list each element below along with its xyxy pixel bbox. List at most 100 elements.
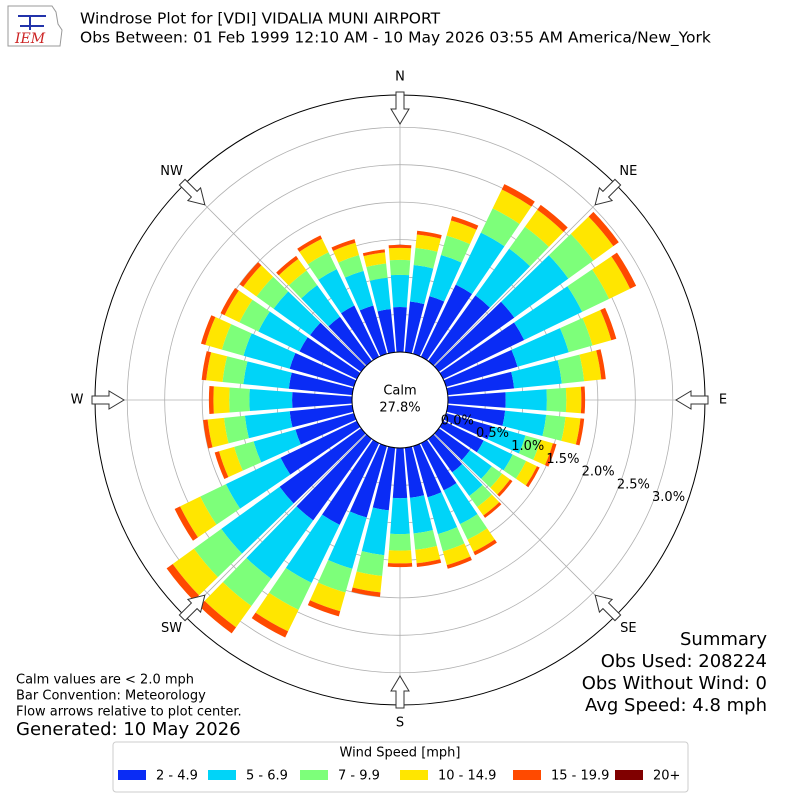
chart-subtitle: Obs Between: 01 Feb 1999 12:10 AM - 10 M… <box>80 29 711 48</box>
flow-arrow <box>178 594 206 622</box>
flow-arrow <box>594 178 622 206</box>
bar-segment <box>467 528 495 552</box>
legend-label: 2 - 4.9 <box>156 769 198 784</box>
bar-segment <box>460 514 488 540</box>
bar-segment <box>205 317 232 350</box>
bar-segment <box>389 259 411 276</box>
bar-segment <box>243 265 274 297</box>
r-tick-label: 1.0% <box>511 439 544 454</box>
bar-segment <box>221 324 252 356</box>
grid-spoke <box>184 433 367 616</box>
bar-segment <box>481 466 503 488</box>
legend-label: 20+ <box>653 769 680 784</box>
r-tick-label: 0.5% <box>476 426 509 441</box>
bar-segment <box>439 322 525 380</box>
grid-spoke <box>433 184 616 367</box>
compass-label: S <box>396 716 404 731</box>
bar-segment <box>220 287 239 316</box>
bar-segment <box>201 351 212 381</box>
bar-segment <box>328 511 367 569</box>
bar-segment <box>611 252 637 289</box>
bar-segment <box>288 270 318 299</box>
bar-segment <box>377 309 396 354</box>
bar-segment <box>409 265 434 305</box>
bar-segment <box>437 527 465 552</box>
note-line: Flow arrows relative to plot center. <box>16 705 242 720</box>
bar-segment <box>243 361 292 389</box>
compass-label: SW <box>161 621 182 636</box>
bar-segment <box>362 249 386 257</box>
bar-segment <box>193 528 243 578</box>
note-line: Bar Convention: Meteorology <box>16 689 206 704</box>
bar-segment <box>415 546 441 564</box>
bar-segment <box>359 305 387 357</box>
bar-segment <box>542 414 566 441</box>
bar-segment <box>328 316 372 366</box>
compass-label: NW <box>160 164 183 179</box>
grid-ring <box>126 126 674 674</box>
legend-label: 5 - 6.9 <box>246 769 288 784</box>
bar-segment <box>361 507 389 556</box>
bar-segment <box>200 484 241 525</box>
bar-segment <box>446 556 472 569</box>
bar-segment <box>289 352 357 387</box>
bar-segment <box>511 360 562 389</box>
bar-segment <box>388 533 412 551</box>
bar-segment <box>224 290 253 323</box>
bar-segment <box>503 454 527 479</box>
bar-segment <box>579 350 602 382</box>
bar-segment <box>443 483 478 525</box>
bar-segment <box>443 413 493 440</box>
bar-segment <box>439 420 484 453</box>
bar-segment <box>222 356 248 385</box>
bar-segment <box>393 307 407 353</box>
flow-arrow <box>675 390 709 410</box>
grid-spoke <box>433 433 616 616</box>
bar-segment <box>492 189 532 224</box>
bar-segment <box>214 451 229 479</box>
bar-segment <box>301 285 340 327</box>
bar-segment <box>490 473 511 495</box>
bar-segment <box>221 486 294 554</box>
bar-segment <box>289 404 354 428</box>
bar-segment <box>441 235 471 263</box>
bar-segment <box>413 247 438 269</box>
bar-segment <box>469 484 492 507</box>
bar-segment <box>404 446 425 498</box>
bar-segment <box>428 434 463 473</box>
bar-segment <box>442 543 471 566</box>
bar-segment <box>258 311 308 352</box>
bar-segment <box>524 209 564 247</box>
bar-segment <box>317 559 353 593</box>
legend-label: 10 - 14.9 <box>438 769 496 784</box>
bar-segment <box>388 550 412 564</box>
summary-line: Summary <box>680 629 767 650</box>
bar-segment <box>580 386 586 414</box>
bar-segment <box>345 270 374 311</box>
bar-segment <box>356 551 385 576</box>
bar-segment <box>224 415 249 444</box>
bar-segment <box>570 216 614 261</box>
bar-segment <box>331 239 356 251</box>
bar-segment <box>307 252 337 280</box>
bar-segment <box>351 587 381 597</box>
bar-segment <box>446 371 515 396</box>
bar-segment <box>278 258 307 286</box>
bar-segment <box>322 439 380 525</box>
bar-segment <box>511 328 569 367</box>
bar-segment <box>575 418 585 446</box>
summary-line: Obs Used: 208224 <box>601 651 767 672</box>
bar-segment <box>415 234 441 252</box>
summary-line: Obs Without Wind: 0 <box>582 673 767 694</box>
bar-segment <box>446 220 477 245</box>
r-tick-label: 1.5% <box>546 452 579 467</box>
bar-segment <box>413 530 437 550</box>
bar-segment <box>501 184 535 207</box>
bar-segment <box>279 428 366 504</box>
bar-segment <box>369 277 391 312</box>
bar-segment <box>588 211 619 247</box>
bar-segment <box>476 440 513 471</box>
bar-segment <box>172 548 218 596</box>
legend-swatch <box>400 770 428 780</box>
bar-segment <box>416 559 442 568</box>
